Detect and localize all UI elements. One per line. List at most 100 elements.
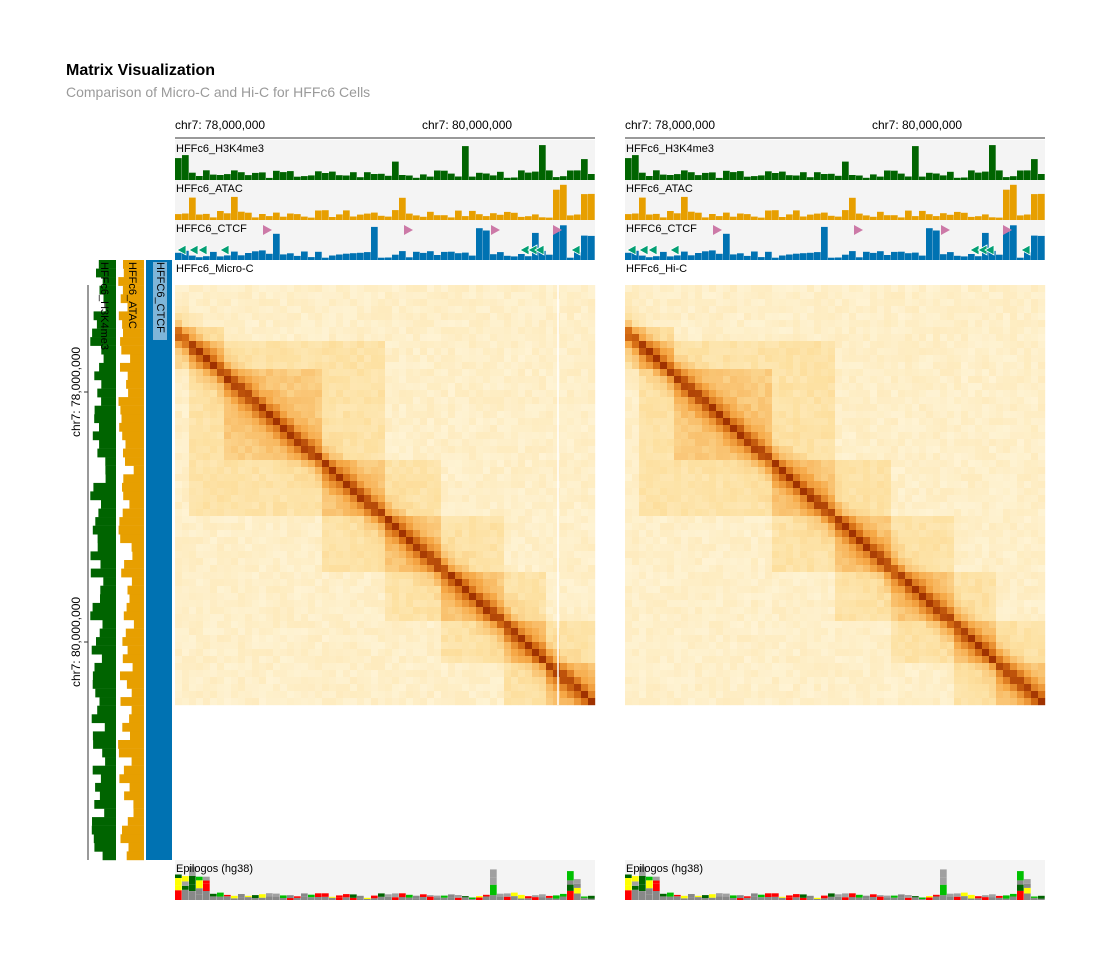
left-panel-tracks: HFFc6_H3K4me3 HFFc6_ATAC HFFC6_CTCF — [175, 140, 595, 260]
h3k4me3-bar — [455, 176, 462, 180]
ctcf-bar — [814, 252, 821, 260]
ctcf-bar — [189, 255, 196, 260]
right-top-axis-label-2: chr7: 80,000,000 — [872, 118, 962, 132]
h3k4me3-bar — [434, 170, 441, 180]
ctcf-bar — [525, 256, 532, 260]
h3k4me3-bar — [546, 170, 553, 180]
h3k4me3-bar — [905, 176, 912, 180]
left-ctcf-bars — [175, 225, 595, 260]
ctcf-bar — [758, 257, 765, 260]
atac-bar — [660, 217, 667, 220]
ctcf-forward-motif — [404, 225, 413, 235]
atac-bar — [905, 210, 912, 220]
h3k4me3-bar — [525, 172, 532, 180]
h3k4me3-bar — [413, 177, 420, 180]
ctcf-bar — [308, 257, 315, 260]
left-axis-label-1: chr7: 78,000,000 — [69, 347, 83, 437]
atac-bar — [175, 214, 182, 220]
atac-bar — [989, 217, 996, 220]
ctcf-bar — [786, 254, 793, 260]
ctcf-bar — [259, 250, 266, 260]
atac-bar — [371, 212, 378, 220]
h3k4me3-bar — [203, 170, 210, 180]
ctcf-bar — [441, 251, 448, 260]
ctcf-bar — [273, 233, 280, 260]
atac-bar — [553, 189, 560, 220]
h3k4me3-bar — [982, 171, 989, 180]
right-h3k4me3-bars — [625, 145, 1045, 180]
atac-bar — [350, 216, 357, 220]
ctcf-reverse-motif — [647, 244, 658, 256]
ctcf-bar — [856, 257, 863, 260]
atac-bar — [567, 215, 574, 220]
atac-bar — [765, 210, 772, 220]
ctcf-reverse-motif — [534, 244, 545, 256]
ctcf-bar — [961, 256, 968, 260]
vertical-ctcf-label-bg — [153, 262, 167, 340]
atac-bar — [385, 216, 392, 220]
h3k4me3-bar — [842, 161, 849, 180]
ctcf-bar — [660, 251, 667, 260]
atac-bar — [926, 214, 933, 220]
vertical-ctcf-track — [146, 260, 172, 860]
ctcf-reverse-motif — [219, 244, 230, 256]
right-top-axis-label-1: chr7: 78,000,000 — [625, 118, 715, 132]
h3k4me3-bar — [975, 172, 982, 180]
ctcf-bar — [574, 252, 581, 260]
atac-bar — [779, 217, 786, 220]
atac-bar — [231, 196, 238, 220]
atac-bar — [420, 216, 427, 220]
ctcf-forward-motif — [263, 225, 272, 235]
atac-bar — [294, 214, 301, 220]
atac-bar — [1017, 215, 1024, 220]
h3k4me3-bar — [385, 175, 392, 180]
h3k4me3-bar — [343, 175, 350, 180]
h3k4me3-bar — [940, 175, 947, 180]
h3k4me3-bar — [807, 177, 814, 180]
right-ctcf-motifs — [626, 225, 1031, 256]
atac-bar — [639, 197, 646, 220]
ctcf-bar — [842, 254, 849, 260]
ctcf-bar — [518, 254, 525, 260]
ctcf-bar — [196, 257, 203, 260]
h3k4me3-bar — [800, 172, 807, 180]
ctcf-bar — [737, 253, 744, 260]
ctcf-reverse-motif — [984, 244, 995, 256]
h3k4me3-bar — [1031, 159, 1038, 180]
atac-bar — [259, 214, 266, 220]
h3k4me3-bar — [898, 173, 905, 180]
ctcf-bar — [567, 257, 574, 260]
atac-bar — [483, 216, 490, 220]
h3k4me3-bar — [504, 177, 511, 180]
atac-bar — [723, 212, 730, 220]
h3k4me3-bar — [730, 172, 737, 180]
hi-c-matrix-label: HFFc6_Hi-C — [626, 263, 687, 275]
h3k4me3-bar — [581, 159, 588, 180]
left-top-axis-label-1: chr7: 78,000,000 — [175, 118, 265, 132]
atac-bar — [392, 210, 399, 220]
h3k4me3-bar — [765, 171, 772, 180]
atac-bar — [821, 212, 828, 220]
ctcf-bar — [898, 251, 905, 260]
h3k4me3-bar — [716, 177, 723, 180]
ctcf-bar — [772, 257, 779, 260]
atac-bar — [574, 214, 581, 220]
micro-c-heatmap[interactable] — [175, 285, 596, 734]
atac-bar — [982, 214, 989, 220]
atac-bar — [758, 217, 765, 220]
atac-bar — [835, 216, 842, 220]
h3k4me3-bar — [301, 176, 308, 180]
ctcf-bar — [490, 254, 497, 260]
ctcf-reverse-motif — [626, 244, 637, 256]
atac-bar — [224, 213, 231, 220]
h3k4me3-bar — [427, 176, 434, 180]
atac-bar — [702, 217, 709, 220]
hi-c-heatmap[interactable] — [625, 285, 1046, 706]
atac-bar — [399, 197, 406, 220]
atac-bar — [1024, 214, 1031, 220]
atac-bar — [343, 210, 350, 220]
ctcf-bar — [807, 252, 814, 260]
ctcf-bar — [639, 255, 646, 260]
left-panel-top-axis: chr7: 78,000,000 chr7: 80,000,000 — [175, 118, 595, 139]
h3k4me3-bar — [646, 176, 653, 180]
